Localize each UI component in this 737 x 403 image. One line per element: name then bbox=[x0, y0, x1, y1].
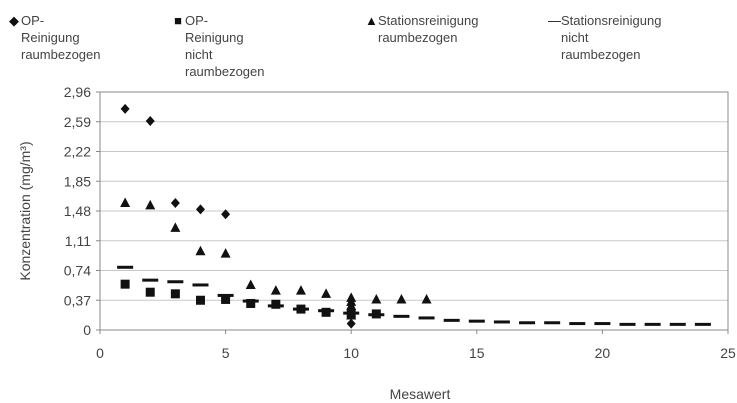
triangle-point bbox=[421, 293, 432, 304]
legend-label: Stationsreinigung nicht raumbezogen bbox=[561, 13, 662, 62]
square-point bbox=[271, 299, 281, 309]
y-tick-label: 0,74 bbox=[64, 263, 91, 279]
triangle-point bbox=[245, 279, 256, 289]
square-point bbox=[221, 294, 231, 304]
square-point bbox=[321, 307, 331, 317]
x-tick-label: 15 bbox=[469, 345, 485, 361]
diamond-point bbox=[346, 318, 356, 329]
dash-point bbox=[167, 280, 184, 284]
square-point bbox=[145, 287, 155, 297]
dash-point bbox=[142, 278, 159, 282]
gridlines bbox=[100, 121, 728, 301]
triangle-point bbox=[346, 304, 357, 314]
diamond-point bbox=[120, 103, 130, 114]
dash-point bbox=[343, 311, 360, 315]
diamond-point bbox=[221, 209, 231, 220]
square-point bbox=[246, 298, 256, 308]
dash-point bbox=[292, 307, 309, 311]
dash-point bbox=[669, 322, 686, 326]
dash-point bbox=[393, 314, 410, 318]
y-axis-title: Konzentration (mg/m³) bbox=[17, 141, 33, 280]
triangle-point bbox=[195, 245, 206, 256]
diamond-point bbox=[145, 115, 155, 126]
triangle-point bbox=[120, 197, 131, 207]
dash-marker-icon: — bbox=[548, 13, 561, 28]
legend-label: Stationsreinigung raumbezogen bbox=[378, 13, 479, 45]
dash-point bbox=[242, 299, 259, 303]
dash-point bbox=[418, 316, 435, 320]
diamond-marker-icon: ◆ bbox=[9, 13, 19, 28]
dash-point bbox=[594, 322, 611, 326]
triangle-point bbox=[295, 285, 306, 295]
y-tick-label: 2,22 bbox=[64, 144, 91, 160]
dash-point bbox=[318, 309, 335, 313]
legend-label: OP-Reinigung raumbezogen bbox=[21, 13, 101, 62]
dash-point bbox=[544, 321, 561, 325]
square-point bbox=[195, 295, 205, 305]
square-point bbox=[170, 289, 180, 299]
axes: 0 0,37 0,74 1,11 1,48 1,85 2,22 2,59 2,96 0 5 10 15 2… bbox=[64, 84, 736, 361]
dash-point bbox=[192, 283, 209, 287]
x-tick-label: 0 bbox=[96, 345, 104, 361]
triangle-marker-icon: ▲ bbox=[365, 13, 378, 28]
square-point bbox=[120, 279, 130, 289]
dash-point bbox=[468, 319, 485, 323]
square-marker-icon: ■ bbox=[174, 13, 182, 28]
triangle-point bbox=[321, 288, 332, 298]
dash-point bbox=[644, 322, 661, 326]
x-axis-title: Mesawert bbox=[390, 386, 451, 402]
legend-label: OP-Reinigung nicht raumbezogen bbox=[185, 13, 265, 79]
dash-point bbox=[519, 321, 536, 325]
triangle-point bbox=[371, 293, 382, 304]
triangle-point bbox=[170, 222, 181, 232]
triangle-point bbox=[396, 293, 407, 304]
dash-point bbox=[117, 265, 134, 269]
data-points bbox=[117, 103, 711, 329]
y-tick-label: 0 bbox=[83, 322, 91, 338]
y-tick-label: 1,48 bbox=[64, 203, 91, 219]
triangle-point bbox=[346, 310, 357, 320]
x-tick-label: 25 bbox=[720, 345, 736, 361]
x-tick-label: 5 bbox=[222, 345, 230, 361]
chart-legend: ◆ OP-Reinigung raumbezogen ■ OP-Reinigun… bbox=[0, 0, 737, 79]
dash-point bbox=[267, 304, 284, 308]
y-tick-label: 1,85 bbox=[64, 173, 91, 189]
y-tick-label: 2,59 bbox=[64, 114, 91, 130]
dash-point bbox=[443, 318, 460, 322]
dash-point bbox=[694, 322, 711, 326]
triangle-point bbox=[145, 199, 156, 210]
triangle-point bbox=[270, 285, 281, 295]
y-tick-label: 2,96 bbox=[64, 84, 91, 100]
x-tick-label: 10 bbox=[343, 345, 359, 361]
dash-point bbox=[493, 320, 510, 324]
dash-point bbox=[217, 293, 234, 297]
x-tick-label: 20 bbox=[595, 345, 611, 361]
triangle-point bbox=[220, 248, 231, 258]
dash-point bbox=[368, 313, 385, 317]
dash-point bbox=[619, 322, 636, 326]
y-tick-label: 0,37 bbox=[64, 292, 91, 308]
y-tick-label: 1,11 bbox=[65, 233, 91, 249]
dash-point bbox=[569, 322, 586, 326]
diamond-point bbox=[195, 204, 205, 215]
diamond-point bbox=[170, 197, 180, 208]
